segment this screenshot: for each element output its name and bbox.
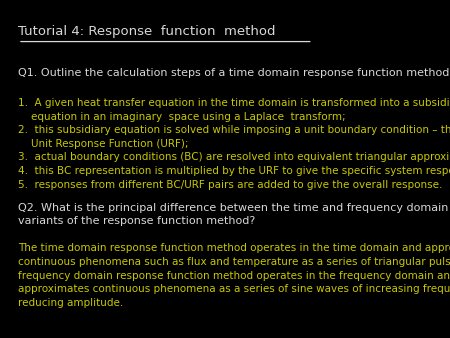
Text: Tutorial 4: Response  function  method: Tutorial 4: Response function method — [18, 25, 275, 38]
Text: Q1. Outline the calculation steps of a time domain response function method.: Q1. Outline the calculation steps of a t… — [18, 68, 450, 78]
Text: Q2. What is the principal difference between the time and frequency domain
varia: Q2. What is the principal difference bet… — [18, 203, 448, 225]
Text: The time domain response function method operates in the time domain and approxi: The time domain response function method… — [18, 243, 450, 308]
Text: 1.  A given heat transfer equation in the time domain is transformed into a subs: 1. A given heat transfer equation in the… — [18, 98, 450, 190]
